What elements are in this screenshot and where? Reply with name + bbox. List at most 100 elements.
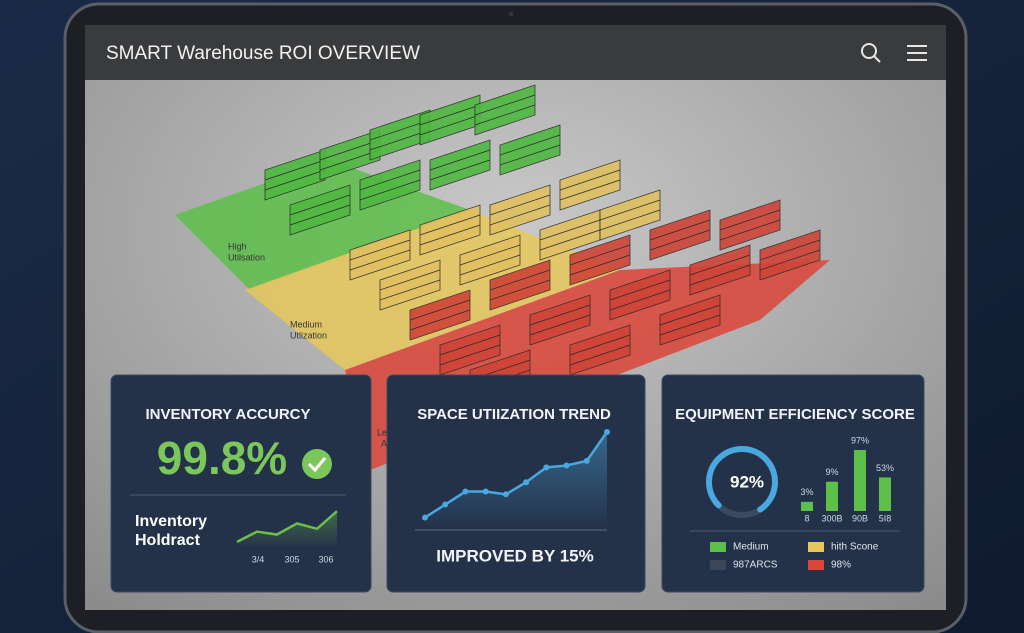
zone-label: Utilsation [228,252,265,262]
rack-shelf [759,249,821,271]
rack-shelf [379,279,441,301]
zone-label: Medium [290,319,322,329]
rack-shelf [419,104,481,126]
rack-shelf [489,269,551,291]
card [386,374,646,593]
trend-line [424,431,609,519]
x-tick-label: 305 [284,554,299,564]
bar-top-label: 9% [825,467,838,477]
gauge-label: 92% [730,472,764,491]
rack-shelf [489,279,551,301]
rack-shelf [599,209,661,231]
rack-shelf [429,149,491,171]
rack-shelf [459,244,521,266]
rack-shelf [264,159,326,181]
card-title: INVENTORY ACCURCY [145,406,310,423]
trend-point [422,514,428,521]
subtitle: Holdract [135,532,201,549]
rack-shelf [569,254,631,276]
legend-swatch [710,542,726,552]
bar [801,501,813,511]
trend-area [425,432,607,525]
zone-label: High [228,241,247,251]
trend-point [563,462,570,469]
card-footer: IMPROVED BY 15% [436,546,593,565]
trend-area [237,511,337,546]
rack-shelf [569,344,631,366]
rack-shelf [539,229,601,251]
legend-swatch [710,560,726,570]
zone-label: Utlization [290,330,327,340]
rack-shelf [439,344,501,366]
subtitle: Inventory [135,513,207,530]
rack-shelf [569,334,631,356]
bar-top-label: 97% [851,435,869,445]
rack-shelf [419,214,481,236]
rack-shelf [439,334,501,356]
trend-point [502,491,509,498]
card-title: SPACE UTIIZATION TREND [417,406,611,423]
rack-shelf [474,94,536,116]
x-tick-label: 90B [852,513,868,523]
rack-shelf [499,134,561,156]
gauge-arc [706,446,778,513]
rack-shelf [474,104,536,126]
rack-shelf [659,304,721,326]
x-tick-label: 5I8 [879,513,892,523]
legend-swatch [808,542,824,552]
trend-point [462,488,469,495]
trend-point [442,501,449,508]
trend-line [236,510,338,544]
trend-point [543,464,550,471]
rack-shelf [569,244,631,266]
rack-shelf [409,299,471,321]
check-icon [302,449,332,479]
header-bar [85,25,946,80]
legend-label: Medium [733,542,769,553]
trend-point [482,488,489,495]
bar [879,477,891,511]
rack-shelf [599,199,661,221]
card [661,374,925,593]
x-tick-label: 306 [318,554,333,564]
rack-shelf [459,254,521,276]
rack-shelf [429,159,491,181]
header-title: SMART Warehouse ROI OVERVIEW [106,43,420,64]
kpi-value: 99.8% [157,432,287,484]
card-title: EQUIPMENT EFFICIENCY SCORE [675,406,915,423]
rack-shelf [349,249,411,271]
rack-shelf [499,144,561,166]
rack-shelf [489,204,551,226]
legend-label: 987ARCS [733,560,778,571]
rack-shelf [559,179,621,201]
bar [826,481,838,511]
bar-top-label: 3% [800,487,813,497]
rack-shelf [719,209,781,231]
legend-label: hith Scone [831,542,879,553]
rack-shelf [529,304,591,326]
x-tick-label: 3/4 [252,554,265,564]
trend-point [604,429,610,435]
camera [508,11,514,17]
rack-shelf [489,194,551,216]
check-mark [307,457,327,473]
legend-swatch [808,560,824,570]
rack-shelf [689,254,751,276]
search-icon[interactable] [861,43,881,63]
rack-shelf [689,264,751,286]
bar-top-label: 53% [876,463,894,473]
rack-shelf [409,309,471,331]
rack-shelf [609,289,671,311]
bar [854,450,866,511]
rack-shelf [379,269,441,291]
rack-shelf [649,229,711,251]
rack-shelf [559,169,621,191]
legend-label: 98% [831,560,851,571]
rack-shelf [649,219,711,241]
x-tick-label: 300B [821,513,842,523]
menu-icon[interactable] [907,45,927,61]
rack-shelf [359,169,421,191]
rack-shelf [719,219,781,241]
trend-point [523,479,530,486]
